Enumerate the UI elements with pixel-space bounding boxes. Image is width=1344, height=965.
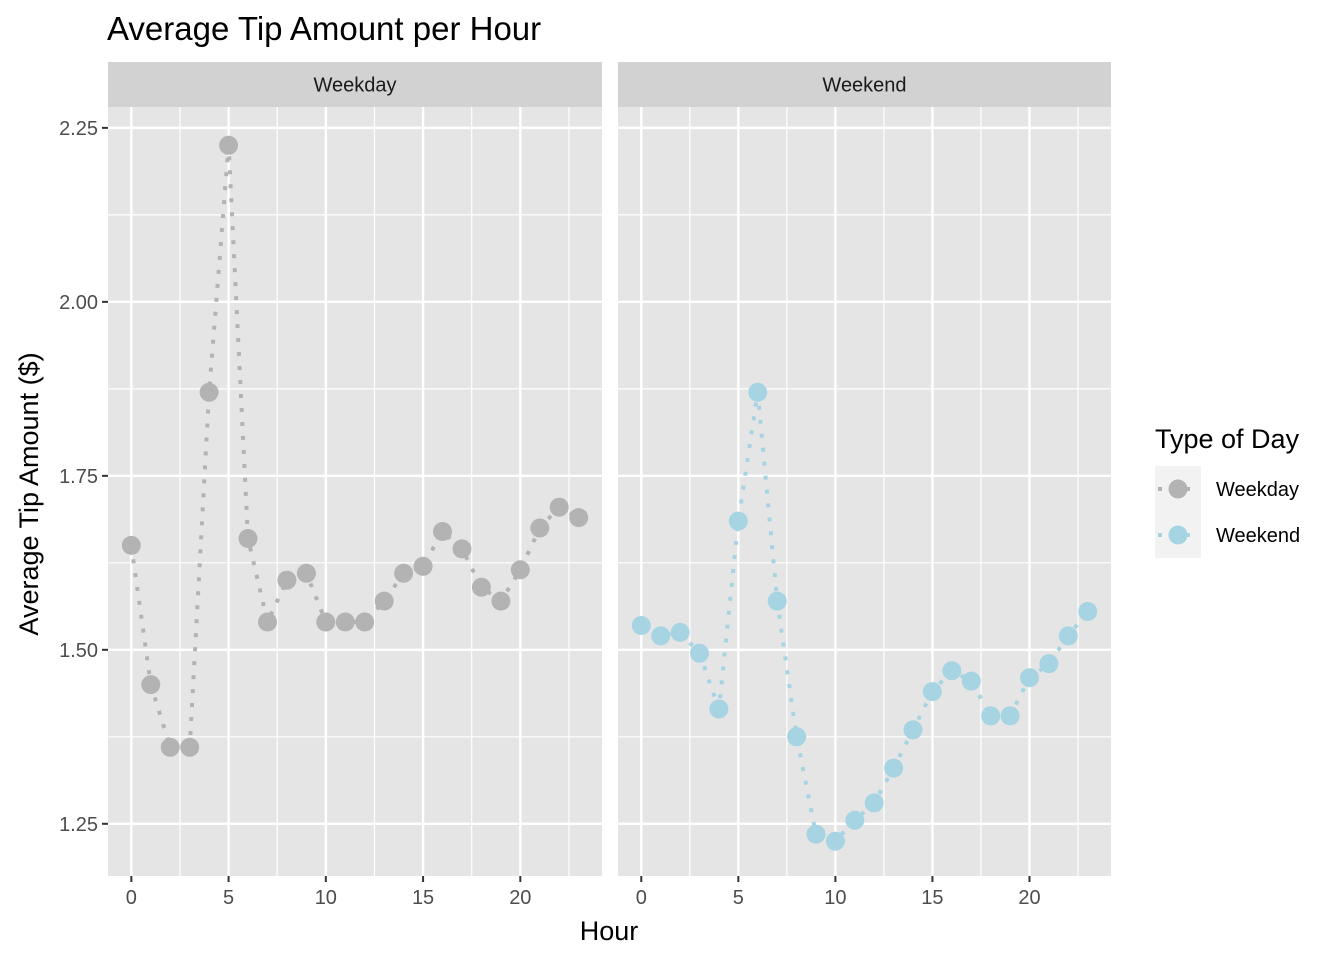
- legend-entry-weekday: Weekday: [1155, 466, 1299, 512]
- facet-strip-label: Weekend: [822, 75, 906, 97]
- x-axis: 0 5 10 15 20: [636, 876, 1041, 909]
- data-point: [1058, 626, 1078, 646]
- panel-background: [108, 107, 602, 876]
- data-point: [651, 626, 671, 646]
- data-point: [141, 675, 161, 695]
- data-point: [709, 699, 729, 719]
- legend-entry-weekend: Weekend: [1155, 512, 1300, 558]
- data-point: [433, 522, 452, 541]
- y-tick-label: 1.25: [59, 814, 98, 836]
- data-point: [277, 570, 297, 590]
- data-point: [922, 682, 942, 702]
- data-point: [903, 720, 923, 740]
- y-tick-label: 2.00: [59, 292, 98, 314]
- panel-background: [618, 107, 1111, 876]
- x-tick-label: 10: [824, 887, 846, 909]
- data-point: [961, 671, 981, 691]
- legend-keys: Weekday Weekend: [1155, 466, 1300, 558]
- series-points-weekday: [121, 135, 589, 757]
- data-point: [549, 497, 569, 517]
- data-point: [510, 560, 530, 580]
- y-axis: 1.25 1.50 1.75 2.00 2.25: [59, 118, 108, 836]
- data-point: [1039, 654, 1059, 674]
- data-point: [316, 612, 336, 632]
- legend-key-point: [1168, 479, 1188, 499]
- series-points-weekend: [631, 382, 1098, 851]
- data-point: [690, 643, 709, 663]
- data-point: [355, 612, 375, 632]
- x-tick-label: 20: [509, 887, 531, 909]
- x-tick-label: 5: [733, 887, 744, 909]
- data-point: [1000, 706, 1020, 726]
- x-tick-label: 0: [636, 887, 647, 909]
- facet-weekend: Weekend 0 5 10 15 20: [618, 62, 1111, 909]
- legend-label: Weekend: [1216, 525, 1300, 547]
- data-point: [670, 622, 690, 642]
- x-tick-label: 5: [223, 887, 234, 909]
- data-point: [394, 563, 414, 583]
- data-point: [413, 556, 433, 576]
- facet-strip-label: Weekday: [313, 75, 396, 97]
- x-tick-label: 20: [1018, 887, 1040, 909]
- legend: Type of Day Weekday Weekend: [1155, 424, 1300, 558]
- y-tick-label: 1.50: [59, 640, 98, 662]
- facet-panels: Weekday 0 5 10 15 20 Weekend 0 5 10 15 20: [108, 62, 1111, 909]
- data-point: [748, 382, 768, 402]
- data-point: [219, 135, 239, 155]
- gridlines: [108, 107, 602, 876]
- data-point: [569, 508, 589, 528]
- data-point: [491, 591, 511, 611]
- data-point: [258, 612, 277, 632]
- data-point: [942, 661, 962, 681]
- data-point: [180, 737, 200, 757]
- legend-key-point: [1168, 525, 1188, 545]
- series-line-weekday: [129, 145, 580, 750]
- x-axis: 0 5 10 15 20: [126, 876, 531, 909]
- y-tick-label: 2.25: [59, 118, 98, 140]
- x-tick-label: 15: [412, 887, 434, 909]
- x-tick-label: 15: [921, 887, 943, 909]
- x-axis-title: Hour: [580, 916, 639, 946]
- y-tick-label: 1.75: [59, 466, 98, 488]
- data-point: [121, 535, 141, 555]
- facet-weekday: Weekday 0 5 10 15 20: [108, 62, 602, 909]
- data-point: [787, 727, 807, 747]
- data-point: [981, 706, 1001, 726]
- data-point: [530, 518, 550, 538]
- x-tick-label: 10: [315, 887, 337, 909]
- legend-label: Weekday: [1216, 479, 1299, 501]
- data-point: [884, 758, 904, 778]
- y-axis-title: Average Tip Amount ($): [14, 352, 44, 635]
- data-point: [296, 563, 316, 583]
- data-point: [767, 591, 787, 611]
- data-point: [471, 577, 491, 597]
- data-point: [374, 591, 394, 611]
- data-point: [238, 529, 258, 548]
- chart-title: Average Tip Amount per Hour: [107, 10, 541, 47]
- data-point: [845, 810, 865, 830]
- data-point: [631, 616, 651, 635]
- facet-strip: [108, 62, 602, 107]
- x-tick-label: 0: [126, 887, 137, 909]
- data-point: [825, 831, 845, 851]
- data-point: [199, 382, 219, 402]
- data-point: [1020, 668, 1039, 688]
- gridlines: [618, 107, 1111, 876]
- data-point: [160, 737, 180, 757]
- facet-strip: [618, 62, 1111, 107]
- data-point: [335, 612, 355, 632]
- legend-title: Type of Day: [1155, 424, 1300, 454]
- data-point: [728, 511, 748, 531]
- data-point: [864, 793, 884, 813]
- data-point: [806, 824, 826, 844]
- data-point: [1078, 602, 1098, 621]
- data-point: [452, 539, 472, 559]
